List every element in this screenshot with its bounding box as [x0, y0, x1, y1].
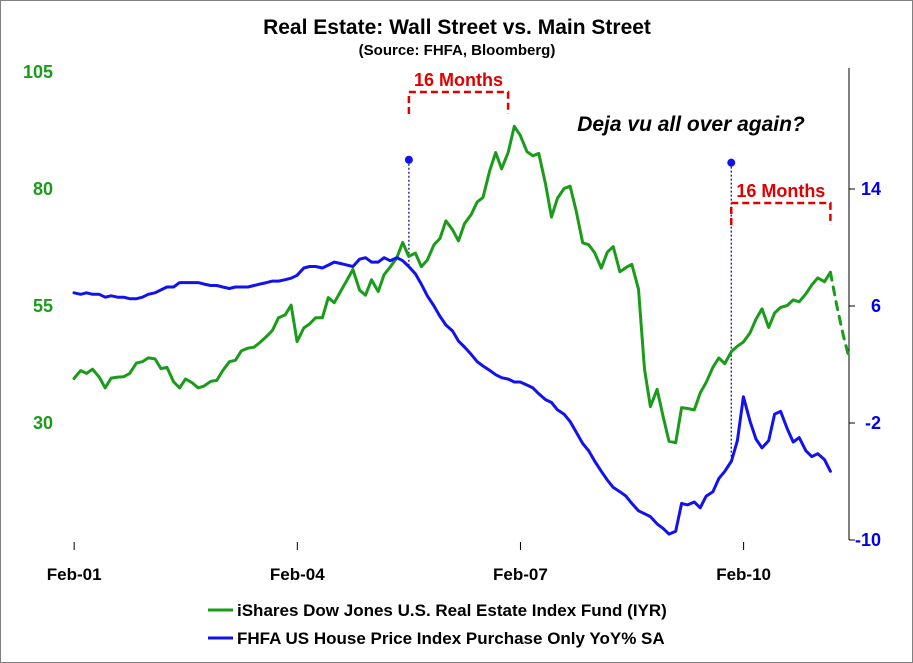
- x-tick-label: Feb-07: [493, 565, 548, 584]
- x-tick-label: Feb-01: [47, 565, 102, 584]
- annotation-deja-vu: Deja vu all over again?: [577, 113, 805, 136]
- chart-subtitle: (Source: FHFA, Bloomberg): [359, 42, 556, 59]
- peak-marker-dot: [404, 155, 413, 164]
- legend-label-iyr: iShares Dow Jones U.S. Real Estate Index…: [237, 601, 667, 620]
- right-axis-ticks: -10 -2 6 14: [849, 179, 881, 550]
- peak-marker-dot: [727, 158, 736, 167]
- marker-layer: [404, 155, 736, 167]
- series-layer: [72, 124, 851, 536]
- x-tick-label: Feb-10: [716, 565, 771, 584]
- left-tick-label: 30: [33, 413, 53, 433]
- left-tick-label: 80: [33, 179, 53, 199]
- right-tick-label: 14: [861, 179, 881, 199]
- x-tick-label: Feb-04: [270, 565, 325, 584]
- chart-title: Real Estate: Wall Street vs. Main Street: [263, 16, 651, 39]
- annotation-16-months-first: 16 Months: [414, 70, 503, 90]
- left-axis-ticks: 30 55 80 105: [23, 62, 53, 433]
- right-tick-label: -10: [855, 530, 881, 550]
- legend: iShares Dow Jones U.S. Real Estate Index…: [208, 601, 667, 648]
- bracket-layer: [407, 90, 832, 225]
- legend-label-fhfa: FHFA US House Price Index Purchase Only …: [237, 629, 665, 648]
- months-bracket: [730, 201, 832, 225]
- x-axis-ticks: Feb-01 Feb-04 Feb-07 Feb-10: [47, 542, 771, 584]
- fhfa-series-line: [72, 256, 832, 536]
- left-tick-label: 55: [33, 296, 53, 316]
- iyr-series-line: [72, 124, 832, 445]
- vertical-guides: [408, 159, 732, 462]
- months-bracket: [407, 90, 510, 114]
- left-tick-label: 105: [23, 62, 53, 82]
- right-tick-label: 6: [871, 296, 881, 316]
- annotation-16-months-second: 16 Months: [736, 181, 825, 201]
- right-tick-label: -2: [865, 413, 881, 433]
- iyr-projection-line: [828, 270, 851, 359]
